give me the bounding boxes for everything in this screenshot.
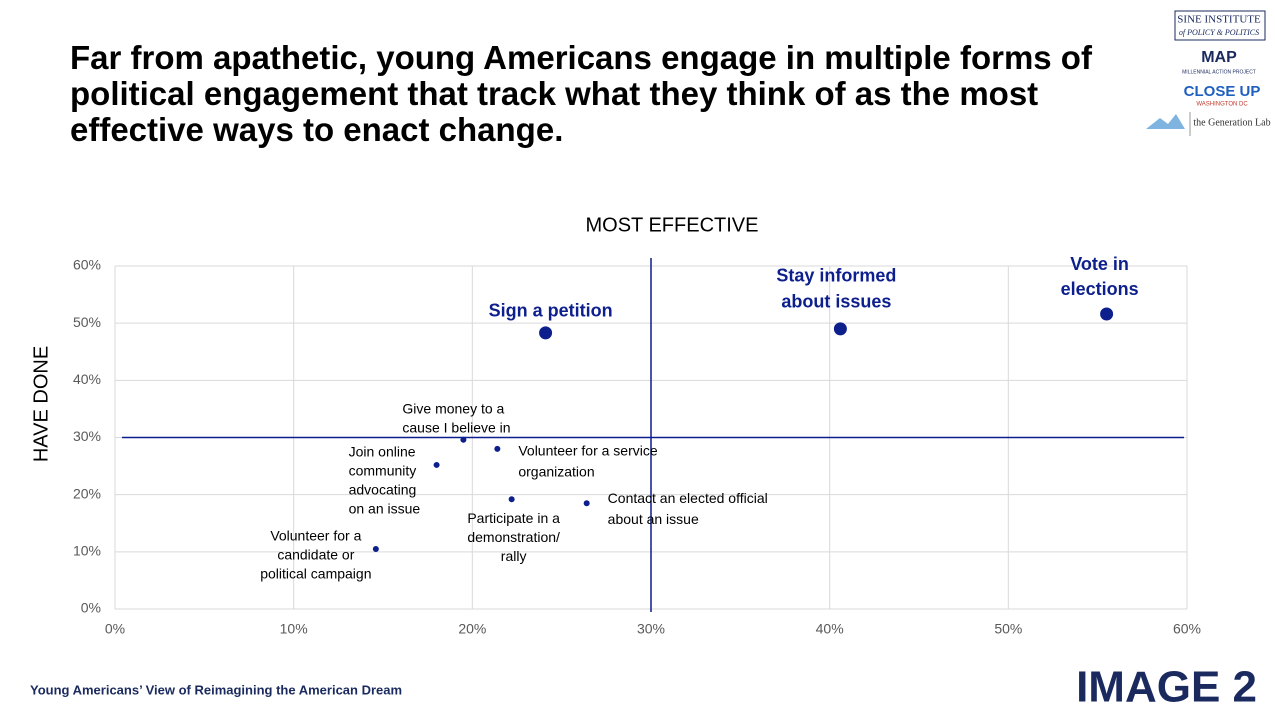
logo-text: SINE INSTITUTE: [1177, 14, 1261, 26]
x-tick-label: 30%: [637, 621, 665, 637]
point-label: Give money to a: [402, 400, 504, 416]
logo-text: CLOSE UP: [1184, 83, 1261, 100]
x-tick-label: 20%: [458, 621, 486, 637]
point-label: about an issue: [608, 511, 699, 527]
point-label: Participate in a: [467, 510, 560, 526]
point: [539, 326, 553, 340]
point-label: community: [349, 463, 417, 479]
logo-text: the Generation Lab: [1193, 117, 1270, 128]
y-tick-label: 30%: [73, 428, 101, 444]
point: [1100, 307, 1114, 321]
point: [508, 496, 515, 503]
footer: Young Americans’ View of Reimagining the…: [30, 682, 402, 697]
y-tick-label: 0%: [81, 600, 101, 616]
chart: 0% 10% 20% 30% 40% 50% 60% 0% 10% 20% 30% 40% 50% 60%…: [30, 214, 1201, 636]
y-tick-label: 20%: [73, 485, 101, 501]
logo-frame: [1174, 10, 1266, 41]
y-tick-label: 50%: [73, 314, 101, 330]
point-label: Vote in: [1070, 254, 1129, 274]
point-label: elections: [1061, 279, 1139, 299]
point-label: Volunteer for a: [270, 528, 361, 544]
point-label: organization: [518, 464, 594, 480]
x-axis-title: MOST EFFECTIVE: [586, 214, 759, 236]
x-tick-label: 60%: [1173, 621, 1201, 637]
logo-text: of POLICY & POLITICS: [1179, 28, 1259, 37]
point: [494, 445, 501, 452]
point: [833, 322, 847, 336]
y-axis-title: HAVE DONE: [30, 346, 52, 462]
x-tick-label: 40%: [816, 621, 844, 637]
point-label: demonstration/: [467, 529, 560, 545]
logo-icon: [1146, 114, 1185, 129]
point-label: candidate or: [277, 547, 354, 563]
point-label: cause I believe in: [402, 419, 510, 435]
point-label: Join online: [349, 444, 416, 460]
logo-text: MILLENNIAL ACTION PROJECT: [1182, 69, 1256, 75]
x-tick-label: 0%: [105, 621, 125, 637]
point-label: Stay informed: [776, 266, 896, 286]
point-label: advocating: [349, 482, 417, 498]
x-tick-label: 50%: [994, 621, 1022, 637]
point-label: political campaign: [260, 566, 371, 582]
point-label: Sign a petition: [489, 301, 613, 321]
y-tick-label: 40%: [73, 371, 101, 387]
x-tick-label: 10%: [280, 621, 308, 637]
point: [372, 545, 379, 552]
title: Far from apathetic, young Americans enga…: [70, 39, 1101, 148]
logo-text: WASHINGTON DC: [1196, 102, 1248, 108]
image-label: IMAGE 2: [1076, 663, 1257, 712]
point: [460, 436, 467, 443]
point-label: on an issue: [349, 501, 421, 517]
logo-text: MAP: [1201, 49, 1237, 66]
point-label: Volunteer for a service: [518, 443, 658, 459]
title-text: Far from apathetic, young Americans enga…: [70, 39, 1101, 148]
y-tick-label: 10%: [73, 543, 101, 559]
point: [433, 461, 440, 468]
point-label: Contact an elected official: [608, 490, 768, 506]
point-label: rally: [501, 548, 527, 564]
y-tick-label: 60%: [73, 257, 101, 273]
point: [583, 500, 590, 507]
point-label: about issues: [781, 292, 891, 312]
